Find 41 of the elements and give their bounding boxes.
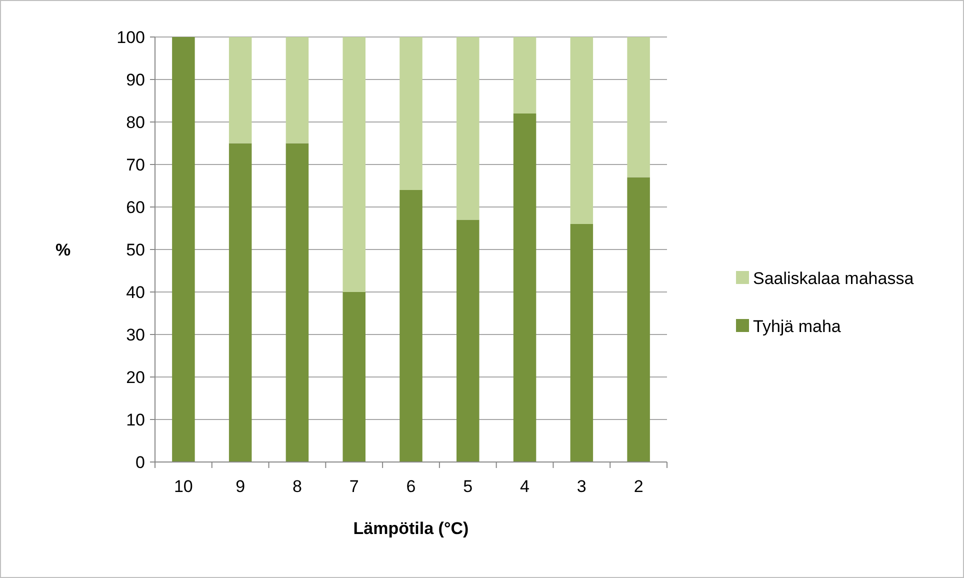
bar	[286, 143, 309, 462]
y-axis-title: %	[55, 240, 71, 260]
y-tick-label: 80	[126, 112, 145, 132]
y-tick-label: 90	[126, 70, 145, 90]
bar	[627, 37, 650, 178]
y-tick-label: 70	[126, 155, 145, 174]
bar	[286, 37, 309, 144]
y-tick-label: 30	[126, 325, 145, 344]
y-tick-label: 100	[116, 28, 145, 47]
bar	[513, 37, 536, 114]
x-tick-label: 6	[406, 477, 416, 496]
bar	[513, 114, 536, 462]
y-tick-label: 50	[126, 240, 145, 260]
y-tick-label: 0	[136, 452, 145, 472]
x-tick-label: 10	[174, 477, 193, 496]
x-tick-label: 3	[576, 477, 586, 496]
bar	[342, 292, 366, 462]
bar	[570, 37, 594, 224]
x-tick-label: 7	[349, 477, 359, 496]
bar	[456, 220, 480, 462]
bar	[456, 37, 480, 220]
bar	[570, 224, 594, 462]
y-tick-label: 40	[126, 282, 145, 302]
bar	[228, 37, 252, 144]
bar	[228, 143, 252, 462]
bar	[400, 37, 422, 190]
x-tick-label: 9	[236, 477, 246, 496]
bar	[342, 37, 366, 292]
y-tick-label: 10	[126, 410, 145, 430]
x-tick-label: 4	[520, 477, 530, 496]
y-tick-label: 20	[126, 368, 145, 387]
bar	[172, 37, 195, 462]
legend-label: Tyhjä maha	[753, 316, 842, 336]
bar	[400, 190, 422, 462]
x-tick-label: 8	[292, 477, 302, 496]
x-axis-title: Lämpötila (°C)	[353, 519, 469, 538]
bar	[627, 177, 650, 462]
x-tick-label: 5	[463, 477, 473, 496]
x-tick-label: 2	[634, 477, 644, 496]
legend-label: Saaliskalaa mahassa	[753, 268, 914, 288]
y-tick-label: 60	[126, 198, 145, 217]
